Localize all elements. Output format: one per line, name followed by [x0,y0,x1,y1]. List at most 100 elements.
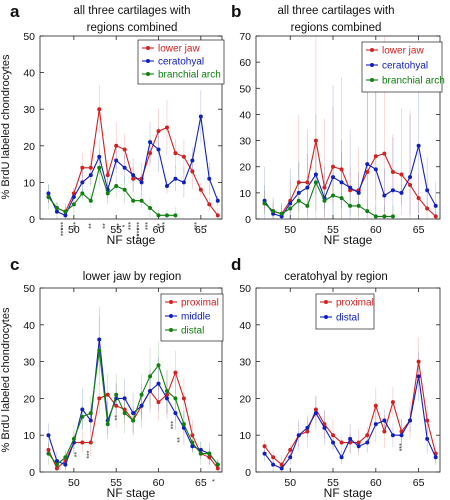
data-point [105,191,110,196]
data-point [313,411,318,416]
significance-annotation: *** [162,222,169,230]
legend-marker [169,328,173,332]
panel-letter: a [10,2,20,21]
significance-annotation: *** [137,222,144,230]
data-point [399,190,404,195]
data-point [88,198,93,203]
data-point [331,433,336,438]
significance-annotation: * [212,479,219,482]
data-point [156,381,161,386]
data-point [296,198,301,203]
data-point [164,125,169,130]
data-point [279,462,284,467]
series-proximal [262,359,438,467]
legend-label: proximal [181,298,219,309]
data-point [313,180,318,185]
significance-annotation: ** [74,452,81,458]
legend-label: distal [181,326,204,337]
x-axis-label: NF stage [107,233,156,247]
data-point [365,209,370,214]
data-point [408,183,413,188]
data-point [148,374,153,379]
data-point [365,162,370,167]
significance-annotation: ** [116,223,123,229]
data-point [80,407,85,412]
data-point [425,206,430,211]
data-point [382,214,387,219]
data-point [348,436,353,441]
data-point [97,154,102,159]
data-point [262,444,267,449]
legend-label: middle [181,312,211,323]
legend: proximal middle distal [160,293,224,342]
data-point [382,151,387,156]
significance-annotation: *** [60,228,67,236]
data-point [390,433,395,438]
data-point [408,418,413,423]
data-point [296,190,301,195]
legend-label: proximal [336,298,374,309]
data-point [433,214,438,219]
data-point [373,403,378,408]
panel-title: all three cartilages with [74,5,191,17]
data-point [339,440,344,445]
data-point [148,140,153,145]
y-tick-label: 30 [23,104,35,116]
x-tick-label: 65 [195,477,207,489]
legend-marker [146,72,150,76]
x-tick-label: 65 [413,224,425,236]
data-point [322,198,327,203]
plot-frame [39,35,223,220]
significance-annotation: *** [137,228,144,236]
y-tick-label: 40 [239,109,251,121]
legend-box [315,293,375,330]
y-tick-label: 20 [239,162,251,174]
legend-marker [324,300,328,304]
data-point [88,165,93,170]
data-point [416,359,421,364]
data-point [190,440,195,445]
significance-annotation: *** [128,222,135,230]
data-point [433,455,438,460]
y-tick-label: 20 [23,393,35,405]
significance-annotation: *** [60,222,67,230]
data-point [148,389,153,394]
data-point [305,203,310,208]
legend-marker [146,59,150,63]
data-point [365,169,370,174]
data-point [88,411,93,416]
panel-title: regions combined [87,22,178,34]
legend-marker [169,300,173,304]
data-point [425,188,430,193]
data-point [139,392,144,397]
data-point [46,195,51,200]
x-tick-label: 60 [370,224,382,236]
data-point [148,206,153,211]
data-point [279,466,284,471]
data-point [382,193,387,198]
data-point [288,455,293,460]
legend-label: ceratohyal [382,61,428,72]
data-point [181,396,186,401]
data-point [63,209,68,214]
y-tick-label: 10 [239,430,251,442]
legend: lower jaw ceratohyal branchial arch [361,41,445,93]
panel-title: ceratohyal by region [284,271,388,283]
legend-label: lower jaw [158,44,200,55]
data-point [181,422,186,427]
legend-marker [324,315,328,319]
data-point [279,211,284,216]
panel-b: b all three cartilages with regions combin… [231,2,445,247]
data-point [215,198,220,203]
data-point [207,202,212,207]
data-point [71,436,76,441]
panel-c: c lower jaw by region 0 10 20 30 40 50 50 55 60 65 N… [10,255,224,500]
data-point [97,107,102,112]
data-point [296,433,301,438]
data-point [164,213,169,218]
data-point [305,429,310,434]
data-point [288,206,293,211]
significance-annotation: * [122,224,129,227]
data-point [288,447,293,452]
legend-marker [370,78,374,82]
